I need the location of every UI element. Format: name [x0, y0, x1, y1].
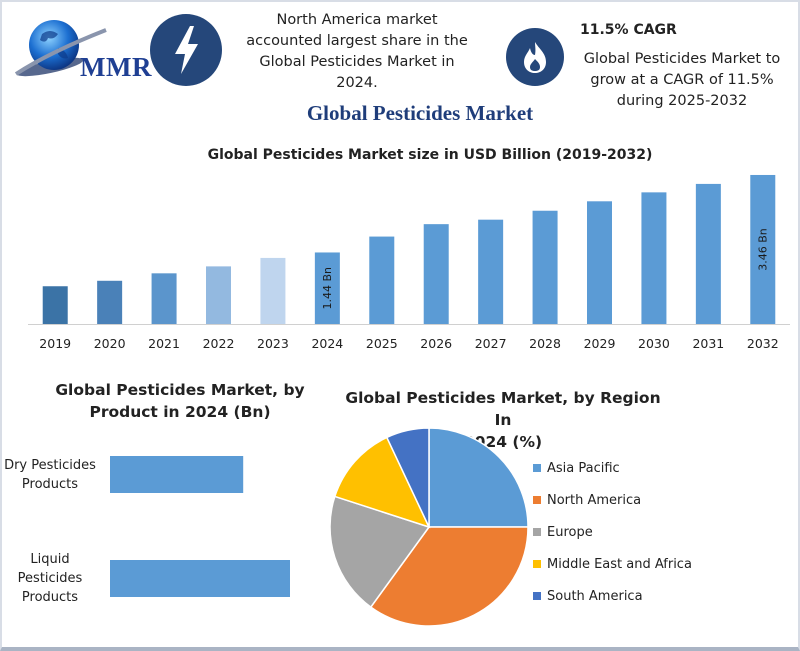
- cagr-note: Global Pesticides Market to grow at a CA…: [583, 51, 781, 109]
- x-tick-label-2032: 2032: [747, 336, 779, 351]
- x-tick-label-2026: 2026: [420, 336, 452, 351]
- bar-2029: [587, 201, 612, 324]
- x-tick-label-2019: 2019: [39, 336, 71, 351]
- data-label-2032: 3.46 Bn: [756, 228, 769, 271]
- north-america-note: North America market accounted largest s…: [246, 12, 468, 91]
- x-tick-label-2022: 2022: [203, 336, 235, 351]
- x-tick-label-2024: 2024: [311, 336, 343, 351]
- bar-2020: [97, 280, 123, 324]
- pie-slice-europe: [329, 495, 431, 609]
- product-category-line: Products: [21, 476, 79, 492]
- product-category-line: Liquid: [30, 552, 70, 567]
- legend-item: Europe: [533, 516, 692, 548]
- bar-2028: [532, 210, 558, 324]
- data-label-2024: 1.44 Bn: [321, 267, 334, 310]
- legend-item: South America: [533, 580, 692, 612]
- product-category-label-1: Liquid Pesticides Products: [0, 550, 100, 607]
- legend-label: North America: [547, 492, 642, 508]
- region-title-line-1: Global Pesticides Market, by Region In: [345, 389, 661, 429]
- x-tick-label-2030: 2030: [638, 336, 670, 351]
- main-title: Global Pesticides Market: [306, 101, 534, 125]
- legend-swatch: [533, 560, 541, 568]
- bar-2030: [641, 192, 667, 324]
- bar-2025: [369, 236, 395, 324]
- legend-label: Middle East and Africa: [547, 556, 692, 572]
- market-size-bar-chart: 2019 2020 2021 2022 2023 2024 1.44 Bn 2025 2026 2…: [28, 174, 790, 351]
- product-bar-1: [110, 560, 290, 597]
- x-tick-label-2021: 2021: [148, 336, 180, 351]
- legend-item: North America: [533, 484, 692, 516]
- globe-icon: [14, 20, 107, 77]
- x-tick-label-2025: 2025: [366, 336, 398, 351]
- product-category-label-0: Dry Pesticides Products: [0, 456, 100, 494]
- product-bar-0: [110, 456, 244, 493]
- bar-2023: [260, 257, 286, 324]
- bar-2024: [314, 252, 340, 324]
- pie-slice-north-america: [369, 526, 529, 627]
- bar-2032: [750, 174, 776, 324]
- x-tick-label-2023: 2023: [257, 336, 289, 351]
- bar-2031: [695, 183, 721, 324]
- legend-swatch: [533, 496, 541, 504]
- product-chart-title: Global Pesticides Market, by Product in …: [55, 381, 305, 421]
- mmr-logo: MMR: [10, 12, 151, 82]
- legend-item: Middle East and Africa: [533, 548, 692, 580]
- cagr-title: 11.5% CAGR: [580, 22, 677, 38]
- region-legend: Asia Pacific North America Europe Middle Ea…: [533, 452, 692, 612]
- legend-label: Asia Pacific: [547, 460, 620, 476]
- bar-2022: [206, 266, 231, 324]
- pie-slice-south-america: [385, 427, 430, 528]
- x-tick-label-2029: 2029: [584, 336, 616, 351]
- x-tick-label-2020: 2020: [94, 336, 126, 351]
- legend-swatch: [533, 528, 541, 536]
- bar-2021: [151, 273, 177, 324]
- bar-2026: [423, 224, 449, 324]
- legend-item: Asia Pacific: [533, 452, 692, 484]
- product-category-line: Products: [21, 590, 79, 605]
- bar-2019: [42, 286, 68, 324]
- product-category-line: Dry Pesticides: [4, 457, 96, 473]
- product-category-line: Pesticides: [17, 571, 83, 586]
- pie-slice-middle-east-and-africa: [333, 436, 431, 529]
- legend-label: South America: [547, 588, 643, 604]
- x-tick-label-2028: 2028: [529, 336, 561, 351]
- bar-2027: [478, 219, 504, 324]
- bar-chart-title: Global Pesticides Market size in USD Bil…: [207, 147, 653, 163]
- flame-icon: [506, 28, 564, 86]
- legend-swatch: [533, 464, 541, 472]
- pie-slice-asia-pacific: [428, 427, 529, 528]
- lightning-bolt-icon: [150, 14, 222, 86]
- legend-swatch: [533, 592, 541, 600]
- x-tick-label-2031: 2031: [692, 336, 724, 351]
- x-tick-label-2027: 2027: [475, 336, 507, 351]
- legend-label: Europe: [547, 524, 593, 540]
- logo-text: MMR: [80, 52, 152, 82]
